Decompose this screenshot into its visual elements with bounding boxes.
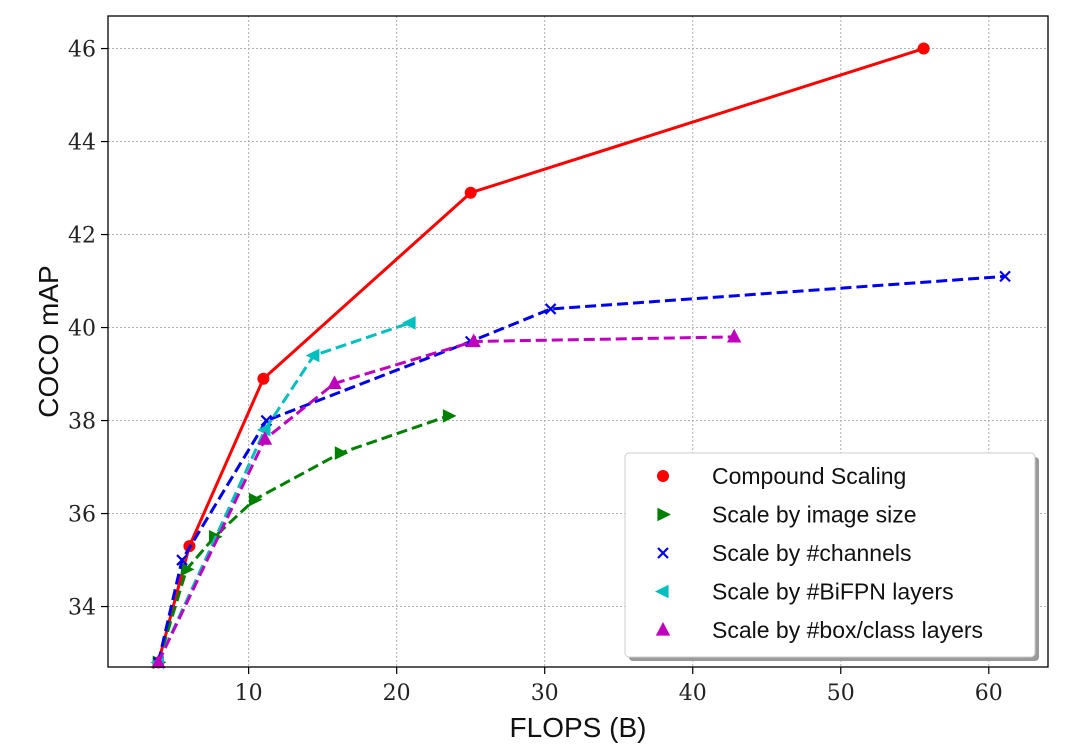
legend-label-scale-by-channels: Scale by #channels [712, 540, 911, 566]
legend-marker-scale-by-bifpn-layers [655, 584, 669, 599]
legend-entry-scale-by-bifpn-layers: Scale by #BiFPN layers [655, 579, 954, 605]
y-tick-label: 36 [68, 503, 96, 528]
legend-label-scale-by-bifpn-layers: Scale by #BiFPN layers [712, 579, 954, 605]
axis-ticks: 10 20 30 40 50 60 34 36 38 40 42 44 46 [68, 38, 1003, 706]
series-line-scale-by-image-size [156, 414, 449, 663]
series [150, 42, 1011, 670]
data-point-scale-by-image-size [180, 562, 195, 577]
legend-marker-compound-scaling [657, 470, 669, 482]
x-tick-label: 20 [383, 681, 411, 706]
data-point-scale-by-channels [544, 303, 557, 315]
legend-box [624, 452, 1036, 658]
x-axis-label: FLOPS (B) [510, 712, 647, 743]
legend-label-compound-scaling: Compound Scaling [712, 463, 906, 489]
y-axis-label: COCO mAP [33, 265, 64, 417]
data-point-scale-by-bifpn-layers [305, 348, 320, 363]
plot-area-frame [107, 15, 1049, 668]
series-scale-by-bifpn-layers [150, 316, 416, 670]
y-tick-label: 44 [68, 131, 96, 156]
data-point-scale-by-box-class-layers [257, 431, 273, 445]
x-tick-label: 40 [679, 681, 707, 706]
data-point-scale-by-image-size [442, 409, 457, 423]
series-line-scale-by-channels [156, 274, 1006, 663]
y-tick-label: 42 [68, 224, 96, 249]
series-line-scale-by-bifpn-layers [156, 321, 411, 664]
y-tick-label: 46 [68, 38, 96, 63]
series-scale-by-box-class-layers [151, 328, 742, 668]
data-point-compound-scaling [464, 186, 477, 199]
legend-label-scale-by-image-size: Scale by image size [712, 502, 917, 528]
legend-marker-scale-by-channels [657, 547, 669, 559]
data-point-scale-by-channels [176, 554, 188, 566]
x-tick-label: 10 [235, 681, 263, 706]
data-point-scale-by-bifpn-layers [401, 316, 416, 330]
x-tick-label: 30 [531, 681, 559, 706]
data-point-scale-by-channels [999, 270, 1011, 283]
x-tick-label: 50 [827, 681, 855, 706]
legend-marker-scale-by-box-class-layers [655, 622, 671, 636]
data-point-scale-by-image-size [334, 446, 349, 460]
legend-marker-scale-by-image-size [657, 507, 671, 522]
x-tick-label: 60 [975, 681, 1003, 706]
y-tick-label: 38 [68, 410, 96, 435]
data-point-scale-by-box-class-layers [327, 375, 342, 389]
series-scale-by-image-size [152, 409, 457, 670]
legend-entry-compound-scaling: Compound Scaling [657, 463, 906, 489]
legend-entry-scale-by-image-size: Scale by image size [657, 502, 917, 528]
legend-label-scale-by-box-class-layers: Scale by #box/class layers [712, 617, 983, 643]
series-scale-by-channels [152, 270, 1011, 669]
legend-entries: Compound Scaling Scale by image size Scale… [655, 463, 983, 643]
data-point-scale-by-box-class-layers [466, 333, 481, 348]
y-tick-label: 34 [68, 596, 96, 621]
legend-entry-scale-by-box-class-layers: Scale by #box/class layers [655, 617, 983, 643]
data-point-scale-by-box-class-layers [726, 328, 742, 343]
data-point-compound-scaling [257, 372, 270, 385]
data-point-compound-scaling [917, 42, 930, 55]
data-point-scale-by-image-size [248, 492, 263, 507]
y-tick-label: 40 [68, 317, 96, 342]
data-point-scale-by-box-class-layers [151, 654, 166, 668]
legend-entry-scale-by-channels: Scale by #channels [657, 540, 911, 566]
legend: Compound Scaling Scale by image size Scale… [624, 452, 1039, 661]
data-point-scale-by-bifpn-layers [256, 423, 271, 437]
grid [108, 16, 1048, 667]
